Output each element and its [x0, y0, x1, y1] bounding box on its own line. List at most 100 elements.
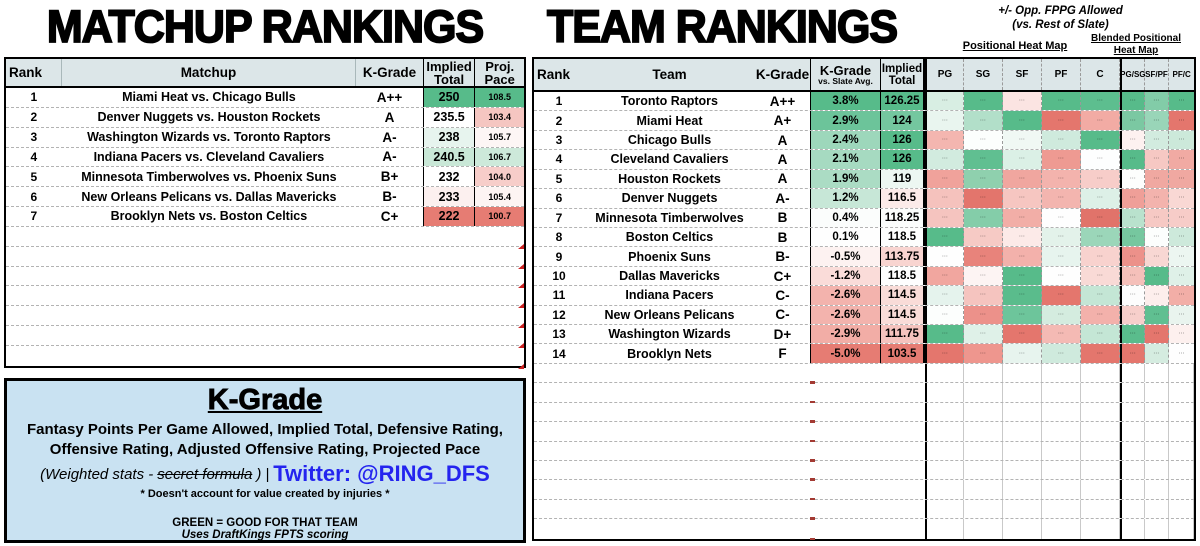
empty-row-left-section — [534, 461, 925, 482]
team-cell: Minnesota Timberwolves — [595, 210, 744, 225]
heat-cell-pg: ··· — [925, 111, 964, 130]
heat-cell-value-texture: ··· — [1058, 311, 1064, 318]
heat-cell-value-texture: ··· — [1178, 311, 1185, 318]
kgrade-cell: C+ — [380, 208, 399, 224]
heat-cell-value-texture: ··· — [942, 98, 948, 105]
heat-cell-pg-empty — [925, 363, 964, 383]
rank-cell: 1 — [555, 94, 563, 109]
heat-cell-value-texture: ··· — [1058, 98, 1064, 105]
kgrade-vs-slate-cell: -0.5% — [811, 247, 881, 266]
matchup-table-empty-row — [6, 326, 524, 348]
heat-cell-pf: ··· — [1042, 169, 1081, 189]
heat-cell-c: ··· — [1081, 344, 1120, 363]
heat-cell-pf: ··· — [1042, 325, 1081, 344]
kgrade-vs-slate-cell: -1.2% — [811, 266, 881, 286]
heat-cell-pg-sg: ··· — [1120, 325, 1145, 344]
kgrade-vs-slate-cell: 0.1% — [811, 227, 881, 247]
rank-cell: 5 — [555, 171, 563, 186]
heat-cell-value-texture: ··· — [1153, 292, 1160, 299]
heat-cell-sg-empty — [964, 480, 1003, 499]
heat-cell-pf-c: ··· — [1169, 227, 1194, 247]
rank-cell: 14 — [552, 346, 566, 361]
heat-cell-pg-empty — [925, 480, 964, 499]
heat-cell-pg-empty — [925, 383, 964, 402]
heat-cell-pf-c-empty — [1169, 422, 1194, 441]
heat-cell-pg-sg: ··· — [1120, 266, 1145, 286]
twitter-handle-link[interactable]: Twitter: @RING_DFS — [273, 461, 490, 486]
heat-cell-pg: ··· — [925, 189, 964, 208]
implied-total-cell: 126 — [881, 150, 925, 169]
team-table-row: 8 Boston Celtics B 0.1% 118.5 ··· ··· ··· ··· ···… — [534, 227, 1194, 248]
heat-cell-pf-c: ··· — [1169, 266, 1194, 286]
heat-cell-value-texture: ··· — [1097, 137, 1103, 144]
heat-cell-value-texture: ··· — [1153, 137, 1160, 144]
heat-cell-value-texture: ··· — [1019, 195, 1025, 202]
heat-cell-pg: ··· — [925, 305, 964, 325]
kgrade-description-line2: Offensive Rating, Adjusted Offensive Rat… — [49, 441, 481, 458]
kgrade-vs-slate-cell: -2.9% — [811, 325, 881, 344]
heat-cell-value-texture: ··· — [1097, 253, 1103, 260]
heat-cell-pf-c: ··· — [1169, 286, 1194, 305]
rank-column-header: Rank — [6, 59, 62, 86]
heat-cell-value-texture: ··· — [942, 137, 948, 144]
kgrade-cell: C- — [755, 286, 811, 305]
matchup-column-header: Matchup — [62, 59, 357, 86]
heat-cell-pf-c: ··· — [1169, 189, 1194, 208]
kgrade-vs-slate-cell: 2.9% — [811, 111, 881, 130]
heat-cell-pg-sg: ··· — [1120, 169, 1145, 189]
heat-cell-pf-empty — [1042, 422, 1081, 441]
kgrade-vs-slate-column-header: K-Grade vs. Slate Avg. — [811, 59, 881, 90]
heat-cell-value-texture: ··· — [1019, 117, 1025, 124]
heat-cell-pf-c: ··· — [1169, 111, 1194, 130]
implied-total-cell: 103.5 — [881, 344, 925, 363]
heat-cell-c: ··· — [1081, 227, 1120, 247]
implied-total-cell: 124 — [881, 111, 925, 130]
heat-cell-value-texture: ··· — [1019, 311, 1025, 318]
kgrade-cell: A- — [382, 149, 397, 165]
team-table-row: 10 Dallas Mavericks C+ -1.2% 118.5 ··· ··· ··· ·… — [534, 266, 1194, 287]
blended-heatmap-label: Blended Positional Heat Map — [1086, 33, 1186, 56]
heat-cell-c: ··· — [1081, 111, 1120, 130]
kgrade-vs-slate-cell: 3.8% — [811, 92, 881, 111]
matchup-cell: New Orleans Pelicans vs. Dallas Maverick… — [81, 189, 337, 204]
heat-cell-value-texture: ··· — [980, 156, 986, 163]
heat-cell-pf-c-empty — [1169, 519, 1194, 539]
team-cell: Cleveland Cavaliers — [610, 152, 729, 167]
heat-cell-c-column-header: C — [1081, 59, 1120, 90]
heat-cell-value-texture: ··· — [1129, 350, 1136, 357]
matchup-table-row: 7 Brooklyn Nets vs. Boston Celtics C+ 222 10… — [6, 207, 524, 227]
matchup-cell: Indiana Pacers vs. Cleveland Cavaliers — [93, 149, 325, 164]
kgrade-vs-slate-cell: 2.1% — [811, 150, 881, 169]
heat-cell-value-texture: ··· — [1129, 253, 1136, 260]
implied-header-line1: Implied — [881, 62, 923, 75]
heat-cell-value-texture: ··· — [1129, 98, 1136, 105]
matchup-table-empty-row — [6, 346, 524, 369]
matchup-table-row: 4 Indiana Pacers vs. Cleveland Cavaliers A… — [6, 147, 524, 168]
kgrade-vs-slate-cell: 2.4% — [811, 130, 881, 150]
matchup-table-row: 6 New Orleans Pelicans vs. Dallas Maveric… — [6, 187, 524, 208]
heat-cell-value-texture: ··· — [1153, 253, 1160, 260]
heat-cell-sf: ··· — [1003, 92, 1042, 111]
heat-cell-pg-sg-empty — [1120, 422, 1145, 441]
implied-total-cell: 232 — [422, 167, 476, 187]
heat-cell-value-texture: ··· — [942, 175, 948, 182]
implied-total-cell: 240.5 — [422, 147, 476, 167]
implied-total-cell: 222 — [422, 207, 476, 226]
kgrade-cell: A — [384, 109, 395, 125]
rank-cell: 9 — [555, 249, 563, 264]
weighted-stats-prefix: (Weighted stats - — [40, 465, 154, 483]
kgrade-cell: C- — [755, 305, 811, 325]
heat-cell-sf: ··· — [1003, 344, 1042, 363]
implied-total-column-header: Implied Total — [422, 59, 476, 86]
heat-cell-pg-sg: ··· — [1120, 305, 1145, 325]
heat-cell-value-texture: ··· — [1178, 253, 1185, 260]
heat-cell-value-texture: ··· — [1153, 117, 1160, 124]
heat-cell-value-texture: ··· — [1019, 331, 1025, 338]
kgrade-vs-slate-cell: -2.6% — [811, 286, 881, 305]
rank-cell: 4 — [30, 149, 38, 164]
team-table-row: 13 Washington Wizards D+ -2.9% 111.75 ··· ··· ·… — [534, 325, 1194, 345]
heat-cell-pg-sg: ··· — [1120, 130, 1145, 150]
heat-cell-pg-sg-empty — [1120, 499, 1145, 519]
heat-cell-sf: ··· — [1003, 189, 1042, 208]
matchup-rankings-title: MATCHUP RANKINGS — [46, 0, 485, 53]
